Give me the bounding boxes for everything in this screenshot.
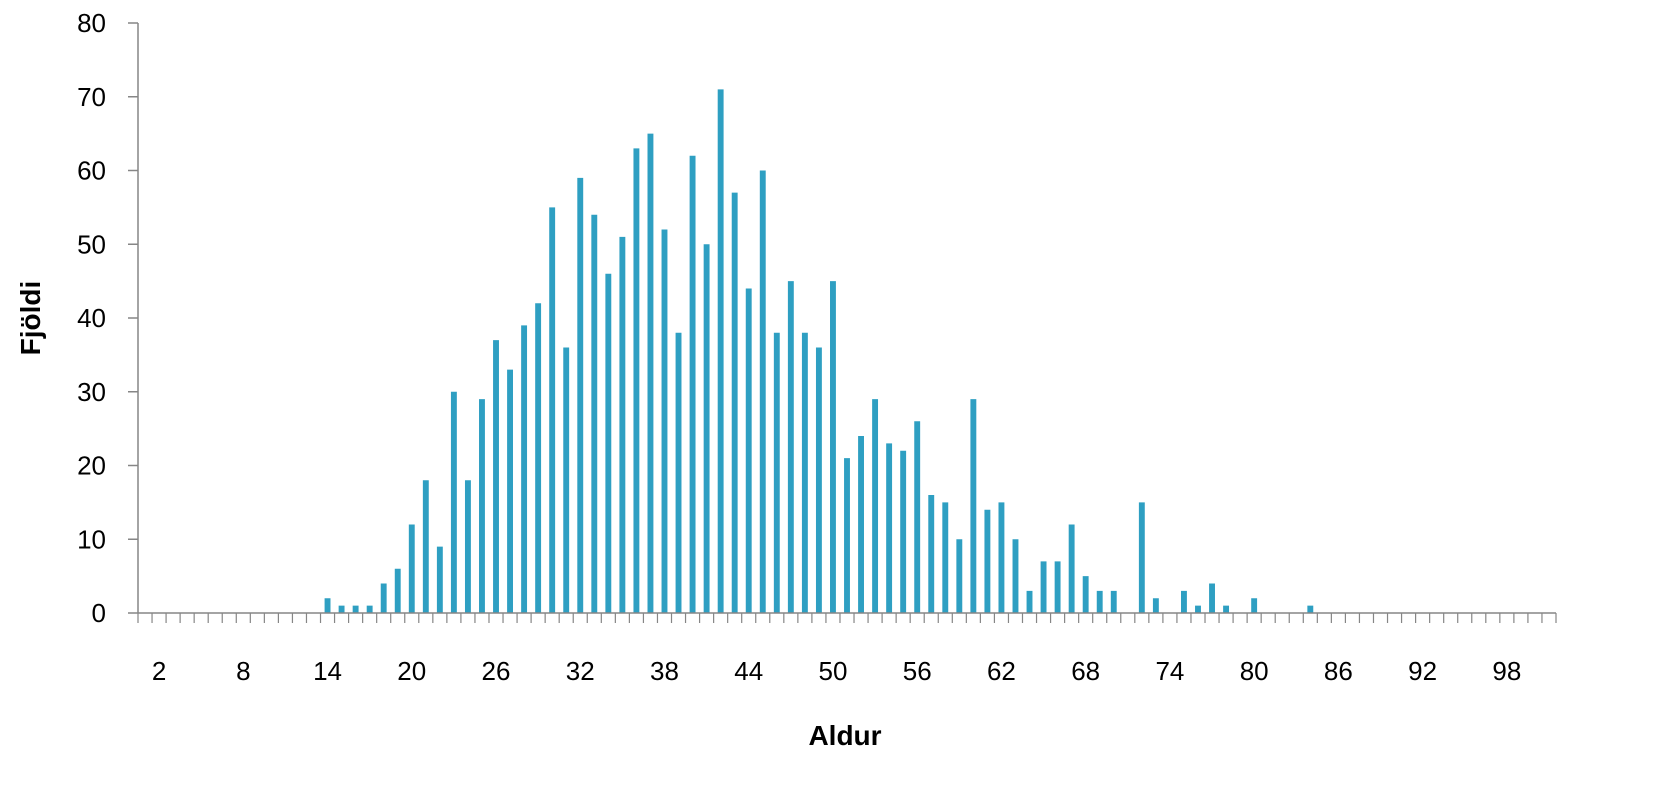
x-tick-label-44: 44 — [734, 656, 763, 686]
bar-68 — [1082, 576, 1089, 614]
y-tick-label-60: 60 — [77, 156, 106, 186]
bar-46 — [773, 332, 780, 613]
bar-31 — [563, 347, 570, 613]
bar-14 — [324, 598, 331, 613]
bar-73 — [1152, 598, 1159, 613]
bar-75 — [1181, 590, 1187, 614]
x-tick-label-2: 2 — [152, 656, 166, 686]
bar-23 — [450, 391, 457, 613]
x-tick-label-14: 14 — [313, 656, 342, 686]
bar-39 — [675, 332, 682, 613]
bar-44 — [745, 288, 752, 613]
bar-26 — [493, 340, 499, 614]
bar-72 — [1138, 502, 1145, 614]
bar-80 — [1251, 598, 1258, 613]
axes-group — [128, 22, 1557, 623]
bar-61 — [984, 509, 991, 613]
bar-63 — [1012, 539, 1019, 613]
x-tick-label-80: 80 — [1240, 656, 1269, 686]
y-tick-label-10: 10 — [77, 524, 106, 554]
y-tick-label-0: 0 — [92, 598, 106, 628]
bar-49 — [815, 347, 822, 613]
bar-29 — [535, 303, 542, 613]
bar-19 — [394, 568, 401, 613]
x-tick-label-32: 32 — [566, 656, 595, 686]
bar-15 — [338, 605, 345, 614]
bar-54 — [886, 443, 893, 614]
x-tick-label-50: 50 — [818, 656, 847, 686]
bar-18 — [380, 583, 387, 613]
bars-group — [324, 89, 1314, 614]
x-tick-labels: 2 8 14 20 26 32 38 44 50 56 62 68 74 80 86 92 98 — [152, 656, 1521, 686]
bar-21 — [422, 480, 429, 613]
bar-43 — [731, 192, 738, 614]
bar-35 — [619, 236, 626, 614]
bar-84 — [1307, 605, 1314, 614]
bar-28 — [521, 325, 528, 614]
bar-38 — [661, 229, 668, 613]
bar-20 — [408, 524, 415, 613]
x-tick-label-20: 20 — [397, 656, 426, 686]
y-tick-label-20: 20 — [77, 451, 106, 481]
x-tick-label-26: 26 — [482, 656, 511, 686]
bar-78 — [1223, 605, 1230, 614]
bar-48 — [801, 332, 808, 613]
x-tick-label-98: 98 — [1492, 656, 1521, 686]
y-tick-label-80: 80 — [77, 8, 106, 38]
bar-25 — [479, 399, 485, 614]
bar-58 — [942, 502, 949, 614]
bar-52 — [858, 436, 864, 613]
bar-27 — [507, 369, 513, 614]
x-axis-title: Aldur — [808, 720, 881, 751]
x-tick-label-68: 68 — [1071, 656, 1100, 686]
bar-67 — [1068, 524, 1075, 613]
bar-65 — [1040, 561, 1047, 614]
bar-24 — [464, 480, 471, 613]
x-tick-label-38: 38 — [650, 656, 679, 686]
bar-59 — [956, 539, 963, 613]
bar-45 — [759, 170, 766, 613]
bar-22 — [436, 546, 443, 614]
bar-47 — [787, 281, 794, 614]
y-axis-title: Fjöldi — [15, 281, 46, 356]
y-tick-label-40: 40 — [77, 303, 106, 333]
bar-60 — [970, 399, 977, 614]
bar-66 — [1054, 561, 1061, 614]
bar-36 — [633, 148, 640, 614]
bar-34 — [605, 273, 612, 613]
y-tick-label-50: 50 — [77, 229, 106, 259]
bar-55 — [900, 450, 907, 613]
y-tick-labels: 0 10 20 30 40 50 60 70 80 — [77, 8, 106, 628]
bar-32 — [577, 177, 584, 614]
bar-53 — [872, 399, 879, 614]
bar-41 — [703, 244, 710, 613]
bar-30 — [549, 207, 556, 614]
x-tick-label-86: 86 — [1324, 656, 1353, 686]
bar-16 — [352, 605, 359, 614]
bar-64 — [1026, 590, 1033, 614]
bar-77 — [1209, 583, 1215, 613]
bar-76 — [1195, 605, 1201, 614]
x-tick-label-8: 8 — [236, 656, 250, 686]
bar-57 — [928, 495, 935, 613]
bar-42 — [717, 89, 724, 614]
bar-37 — [647, 133, 654, 614]
bar-17 — [366, 605, 373, 614]
bar-62 — [998, 502, 1005, 614]
x-tick-label-92: 92 — [1408, 656, 1437, 686]
y-tick-label-30: 30 — [77, 377, 106, 407]
y-tick-label-70: 70 — [77, 82, 106, 112]
x-tick-label-62: 62 — [987, 656, 1016, 686]
bar-51 — [844, 458, 850, 614]
x-tick-label-56: 56 — [903, 656, 932, 686]
bar-70 — [1110, 590, 1117, 614]
bar-56 — [914, 421, 921, 613]
bar-69 — [1096, 590, 1103, 614]
x-tick-label-74: 74 — [1155, 656, 1184, 686]
bar-40 — [689, 155, 696, 613]
bar-33 — [591, 214, 598, 613]
bar-50 — [830, 281, 836, 614]
